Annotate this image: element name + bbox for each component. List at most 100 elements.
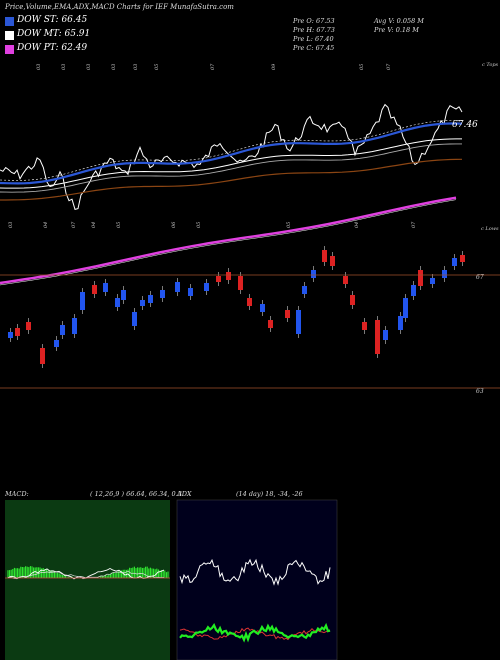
mid-month-label: 04 xyxy=(354,222,360,228)
candle-body xyxy=(362,322,367,330)
top-month-label: 05 xyxy=(359,64,365,70)
ohlc-low: Pre L: 67.40 xyxy=(293,35,334,43)
macd-label: MACD: xyxy=(5,490,29,498)
legend-swatch-pt xyxy=(5,45,14,54)
candle-body xyxy=(188,288,193,296)
adx-line xyxy=(179,558,331,586)
candle-body xyxy=(452,258,457,266)
candle-body xyxy=(238,276,243,290)
ema-short-line xyxy=(0,122,463,185)
candle-body xyxy=(103,283,108,292)
mid-month-labels: 03 04 07 04 05 06 05 05 04 07 xyxy=(8,221,417,228)
macd-lines xyxy=(5,566,170,580)
legend-dow-mt: DOW MT: 65.91 xyxy=(17,29,91,39)
candle-body xyxy=(15,328,20,336)
macd-panel xyxy=(5,500,170,660)
price-line xyxy=(0,103,463,211)
ohlc-avg-volume: Avg V: 0.058 M xyxy=(374,17,424,25)
candle-body xyxy=(311,270,316,278)
top-month-label: 07 xyxy=(386,63,392,70)
candle-body xyxy=(418,270,423,286)
candle-body xyxy=(322,250,327,262)
ohlc-close: Pre C: 67.45 xyxy=(293,44,335,52)
candle-body xyxy=(383,330,388,340)
ema-long-line xyxy=(0,158,463,201)
candle-body xyxy=(350,295,355,305)
candle-body xyxy=(260,304,265,312)
candle-panel xyxy=(8,246,465,368)
adx-plus-di-line xyxy=(179,622,331,643)
mid-month-label: 05 xyxy=(116,222,122,228)
candle-body xyxy=(132,312,137,326)
ohlc-open: Pre O: 67.53 xyxy=(293,17,335,25)
last-value-label: 67.46 xyxy=(452,120,478,130)
top-month-label: 03 xyxy=(133,64,139,70)
dow-pt-line xyxy=(0,196,457,285)
candle-body xyxy=(226,272,231,280)
top-month-label: 03 xyxy=(61,64,67,70)
candle-body xyxy=(375,320,380,354)
candle-body xyxy=(204,283,209,291)
candle-body xyxy=(160,290,165,298)
price-label-67: 67 xyxy=(476,274,484,281)
dow-pt-edge xyxy=(0,199,457,286)
candle-body xyxy=(26,322,31,330)
candle-body xyxy=(216,276,221,282)
adx-params: (14 day) 18, -34, -26 xyxy=(236,490,303,498)
corner-label-tops: c Tops xyxy=(482,62,499,68)
candle-body xyxy=(92,285,97,294)
candle-body xyxy=(302,286,307,294)
mid-month-label: 07 xyxy=(411,221,417,228)
ema-mid-line xyxy=(0,138,462,189)
candle-body xyxy=(403,298,408,318)
legend-swatch-st xyxy=(5,17,14,26)
candle-body xyxy=(54,340,59,347)
mid-month-label: 05 xyxy=(196,222,202,228)
candle-body xyxy=(40,348,45,364)
top-month-label: 03 xyxy=(86,64,92,70)
mid-month-label: 05 xyxy=(286,222,292,228)
macd-params: ( 12,26,9 ) 66.64, 66.34, 0.3 xyxy=(90,490,182,498)
top-month-label: 07 xyxy=(210,63,216,70)
candle-body xyxy=(268,320,273,328)
legend-dow-pt: DOW PT: 62.49 xyxy=(17,43,88,53)
ema-panel xyxy=(0,103,463,286)
ohlc-high: Pre H: 67.73 xyxy=(293,26,335,34)
candle-body xyxy=(343,276,348,284)
ohlc-prev-volume: Pre V: 0.18 M xyxy=(374,26,419,34)
adx-lines xyxy=(179,558,331,643)
candle-body xyxy=(121,290,126,300)
adx-label: ADX xyxy=(177,490,192,498)
chart-title: Price,Volume,EMA,ADX,MACD Charts for IEF… xyxy=(5,3,234,11)
corner-label-lows: c Lows xyxy=(481,226,499,232)
ema-dotted-line xyxy=(0,120,463,181)
candle-body xyxy=(247,298,252,306)
top-month-label: 05 xyxy=(154,64,160,70)
ema-mid2-line xyxy=(0,143,462,193)
candle-body xyxy=(442,270,447,278)
mid-month-label: 04 xyxy=(91,222,97,228)
candle-body xyxy=(398,316,403,330)
candle-body xyxy=(285,310,290,318)
candle-body xyxy=(175,282,180,292)
candle-body xyxy=(72,318,77,334)
candle-body xyxy=(330,256,335,266)
mid-month-label: 03 xyxy=(8,222,14,228)
price-label-63: 63 xyxy=(476,388,484,395)
candle-body xyxy=(8,332,13,338)
candle-body xyxy=(140,300,145,306)
candle-body xyxy=(115,298,120,307)
top-month-label: 03 xyxy=(111,64,117,70)
mid-month-label: 04 xyxy=(43,222,49,228)
top-month-labels: 03 03 03 03 03 05 07 09 05 07 xyxy=(36,63,392,70)
candle-body xyxy=(80,292,85,310)
candle-body xyxy=(148,295,153,303)
candle-body xyxy=(411,285,416,296)
candle-body xyxy=(296,310,301,334)
top-month-label: 03 xyxy=(36,64,42,70)
legend-dow-st: DOW ST: 66.45 xyxy=(17,15,88,25)
top-month-label: 09 xyxy=(271,63,277,70)
legend-swatch-mt xyxy=(5,31,14,40)
mid-month-label: 06 xyxy=(171,221,177,228)
